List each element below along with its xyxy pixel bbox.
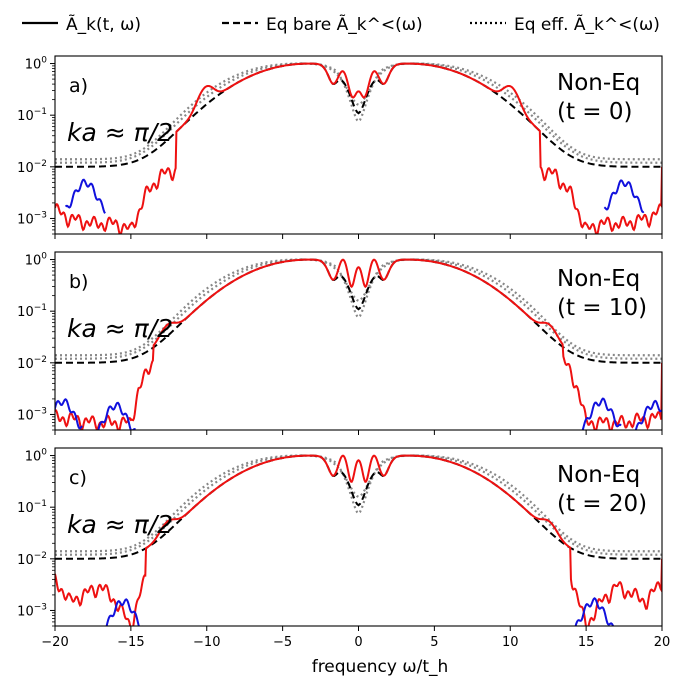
series-blue-bump-3 [581,397,622,430]
panel-1: 100 10−1 10−2 10−3 a) ka ≈ π/2 Non-Eq (t = 0) [17,55,663,239]
series-bare [55,454,662,560]
series-blue-bump-2 [97,401,136,430]
panel-time: (t = 20) [557,491,647,517]
series-blue-bump-2 [574,597,615,626]
series-red [55,258,662,430]
y-tick-label: 10−1 [17,499,47,516]
panel-time: (t = 0) [557,99,633,125]
series-eff-b [55,258,662,357]
series-eff-b [55,62,662,161]
y-tick-label: 100 [25,448,48,465]
series-bare [55,258,662,364]
panel-state: Non-Eq [557,70,640,96]
x-tick-label: 5 [430,635,438,650]
panel-letter: c) [69,467,87,489]
panel-state: Non-Eq [557,462,640,488]
series-red [55,454,662,626]
x-tick-label: −5 [273,635,292,650]
legend-label-solid: Ã_k(t, ω) [66,13,141,35]
series-eff-a [55,258,662,360]
panel-annotation: ka ≈ π/2 [67,118,173,147]
series-bare [55,62,662,168]
panel-letter: a) [69,75,88,97]
series-blue-bump-1 [105,598,143,626]
y-tick-label: 10−3 [17,602,47,619]
legend-label-dotted: Eq eff. Ã_k^<(ω) [514,13,660,35]
y-tick-label: 10−2 [17,159,47,176]
plot-area-2 [55,258,662,430]
x-axis-label: frequency ω/t_h [312,657,449,676]
plot-area-1 [55,62,662,234]
series-red [55,62,662,234]
y-tick-label: 100 [25,252,48,269]
x-tick-label: −15 [117,635,144,650]
series-eff-b [55,454,662,553]
x-tick-label: −10 [193,635,220,650]
series-eff-a [55,454,662,556]
panel-2: 100 10−1 10−2 10−3 b) ka ≈ π/2 Non-Eq (t = 10) [17,251,663,435]
y-tick-label: 100 [25,56,48,73]
panel-annotation: ka ≈ π/2 [67,510,173,539]
series-blue-bump-2 [603,179,645,214]
panel-annotation: ka ≈ π/2 [67,314,173,343]
y-tick-label: 10−2 [17,355,47,372]
y-tick-label: 10−3 [17,406,47,423]
y-tick-label: 10−2 [17,551,47,568]
series-blue-bump-1 [55,398,83,430]
y-tick-label: 10−3 [17,210,47,227]
x-tick-label: 15 [578,635,595,650]
legend: Ã_k(t, ω) Eq bare Ã_k^<(ω) Eq eff. Ã_k^<… [22,13,660,35]
x-tick-label: 10 [502,635,519,650]
y-tick-label: 10−1 [17,107,47,124]
panel-letter: b) [69,271,88,293]
panel-state: Non-Eq [557,266,640,292]
x-tick-label: 20 [654,635,671,650]
panel-3: 100 10−1 10−2 10−3 −20 −15 −10 −5 0 5 10 15 20 c) ka ≈… [17,447,671,650]
legend-label-dashed: Eq bare Ã_k^<(ω) [266,13,423,35]
plot-area-3 [55,454,662,626]
panel-time: (t = 10) [557,295,647,321]
series-blue-bump-1 [64,178,106,214]
series-eff-a [55,62,662,164]
y-tick-label: 10−1 [17,303,47,320]
x-tick-label: 0 [354,635,362,650]
series-blue-bump-4 [634,399,662,430]
x-tick-label: −20 [41,635,68,650]
